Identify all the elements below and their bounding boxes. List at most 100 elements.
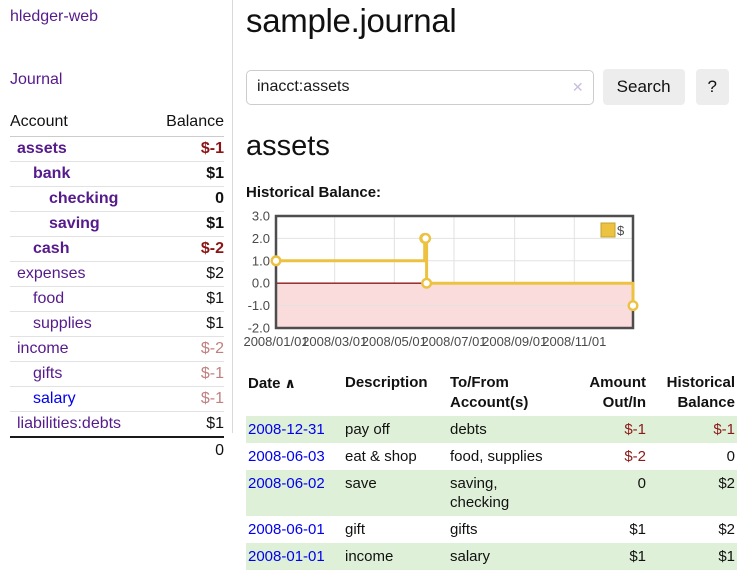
account-name-cell: expenses: [10, 261, 151, 287]
account-balance: $1: [150, 211, 224, 237]
transaction-accounts-cell: saving, checking: [450, 475, 510, 511]
account-name-cell: cash: [10, 236, 151, 262]
x-axis-label: 2008/01/01: [243, 334, 308, 349]
transaction-balance-cell: $2: [718, 475, 735, 492]
data-point-marker[interactable]: [627, 300, 639, 312]
account-link[interactable]: expenses: [17, 265, 86, 282]
legend-swatch: [600, 222, 616, 238]
data-point-marker[interactable]: [270, 255, 282, 267]
account-link[interactable]: saving: [49, 215, 100, 232]
account-row: saving $1: [10, 211, 224, 237]
transaction-accounts-cell: food, supplies: [450, 448, 543, 465]
account-row: supplies $1: [10, 311, 224, 337]
y-axis-label: -2.0: [248, 321, 270, 336]
register-header-row: Date ∧ Description To/From Account(s) Amo…: [246, 370, 737, 416]
accounts-table: Account Balance assets $-1 bank $1 checking 0…: [10, 110, 224, 464]
search-box: ✕: [246, 69, 594, 105]
search-bar: ✕ Search ?: [246, 69, 729, 105]
accounts-header-balance: Balance: [150, 110, 224, 137]
account-balance: $2: [150, 261, 224, 287]
account-name-cell: checking: [10, 186, 151, 212]
register-header-balance: Historical Balance: [666, 374, 735, 411]
sidebar-item-journal[interactable]: Journal: [10, 71, 63, 88]
account-name-cell: food: [10, 286, 151, 312]
help-button[interactable]: ?: [695, 69, 729, 105]
account-link[interactable]: salary: [33, 390, 76, 407]
app: hledger-web Journal Account Balance asse…: [0, 0, 737, 570]
transaction-date-cell: 2008-01-01: [246, 543, 343, 570]
account-balance: $-2: [150, 336, 224, 362]
legend-label: $: [617, 223, 625, 238]
y-axis-label: 3.0: [252, 209, 270, 224]
transaction-balance-cell: 0: [726, 448, 735, 465]
sidebar-nav: Journal: [10, 71, 224, 89]
account-row: expenses $2: [10, 261, 224, 287]
transaction-amount-cell: $-2: [624, 448, 646, 465]
transaction-accounts-cell: debts: [450, 421, 487, 438]
account-balance: $-1: [150, 386, 224, 412]
date-header-label: Date: [248, 375, 281, 392]
transaction-description-cell: pay off: [345, 421, 390, 438]
account-link[interactable]: liabilities:debts: [17, 415, 122, 432]
register-header-date[interactable]: Date ∧: [246, 370, 343, 416]
data-point-marker[interactable]: [421, 277, 433, 289]
transaction-balance-cell: $1: [718, 548, 735, 565]
register-table: Date ∧ Description To/From Account(s) Amo…: [246, 370, 737, 570]
account-link[interactable]: food: [33, 290, 65, 307]
account-name-cell: gifts: [10, 361, 151, 387]
transaction-date-link[interactable]: 2008-06-02: [248, 475, 325, 492]
search-input[interactable]: [246, 69, 594, 105]
y-axis-label: 0.0: [252, 276, 270, 291]
clear-search-icon[interactable]: ✕: [571, 78, 584, 95]
transaction-date-cell: 2008-06-02: [246, 470, 343, 516]
transaction-amount-cell: 0: [637, 475, 646, 492]
register-row: 2008-06-02 save saving, checking 0 $2: [246, 470, 737, 516]
account-name-cell: income: [10, 336, 151, 362]
x-axis-label: 2008/09/01: [482, 334, 547, 349]
transaction-date-link[interactable]: 2008-06-01: [248, 521, 325, 538]
account-balance: $1: [150, 286, 224, 312]
account-link[interactable]: bank: [33, 165, 71, 182]
y-axis-label: -1.0: [248, 298, 270, 313]
account-link[interactable]: cash: [33, 240, 70, 257]
transaction-date-link[interactable]: 2008-01-01: [248, 548, 325, 565]
register-header-amount: Amount Out/In: [589, 374, 646, 411]
transaction-amount-cell: $1: [629, 521, 646, 538]
transaction-description-cell: eat & shop: [345, 448, 417, 465]
account-link[interactable]: assets: [17, 140, 67, 157]
register-row: 2008-01-01 income salary $1 $1: [246, 543, 737, 570]
account-link[interactable]: income: [17, 340, 69, 357]
transaction-date-link[interactable]: 2008-12-31: [248, 421, 325, 438]
account-row: food $1: [10, 286, 224, 312]
register-header-accounts: To/From Account(s): [450, 374, 529, 411]
accounts-total-spacer: [10, 436, 151, 464]
hledger-web-link[interactable]: hledger-web: [10, 8, 99, 25]
historical-balance-chart[interactable]: 3.0 2.0 1.0 0.0 -1.0 -2.0 $2008/01/01 2008/03/0…: [243, 209, 639, 351]
chart-title: Historical Balance:: [246, 184, 382, 201]
account-row: cash $-2: [10, 236, 224, 262]
transaction-accounts-cell: gifts: [450, 521, 478, 538]
account-link[interactable]: checking: [49, 190, 119, 207]
register-header-description: Description: [345, 374, 428, 391]
account-balance: $-1: [150, 361, 224, 387]
accounts-total-value: 0: [150, 436, 224, 464]
account-name-cell: liabilities:debts: [10, 411, 151, 437]
x-axis-label: 2008/03/01: [302, 334, 367, 349]
account-name-cell: supplies: [10, 311, 151, 337]
account-balance: $-1: [200, 140, 224, 157]
transaction-date-link[interactable]: 2008-06-03: [248, 448, 325, 465]
account-link[interactable]: gifts: [33, 365, 63, 382]
account-link[interactable]: supplies: [33, 315, 92, 332]
account-balance: $1: [150, 161, 224, 187]
transaction-amount-cell: $-1: [624, 421, 646, 438]
app-brand: hledger-web: [10, 8, 224, 26]
data-point-marker[interactable]: [420, 232, 432, 244]
transaction-date-cell: 2008-06-03: [246, 443, 343, 470]
search-button[interactable]: Search: [602, 69, 685, 105]
account-name-cell: saving: [10, 211, 151, 237]
sidebar: hledger-web Journal Account Balance asse…: [0, 0, 233, 464]
account-row: checking 0: [10, 186, 224, 212]
x-axis-label: 2008/05/01: [362, 334, 427, 349]
account-balance: $1: [150, 411, 224, 437]
accounts-total-row: 0: [10, 436, 224, 464]
